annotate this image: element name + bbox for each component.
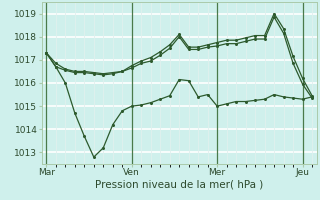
- X-axis label: Pression niveau de la mer( hPa ): Pression niveau de la mer( hPa ): [95, 180, 263, 190]
